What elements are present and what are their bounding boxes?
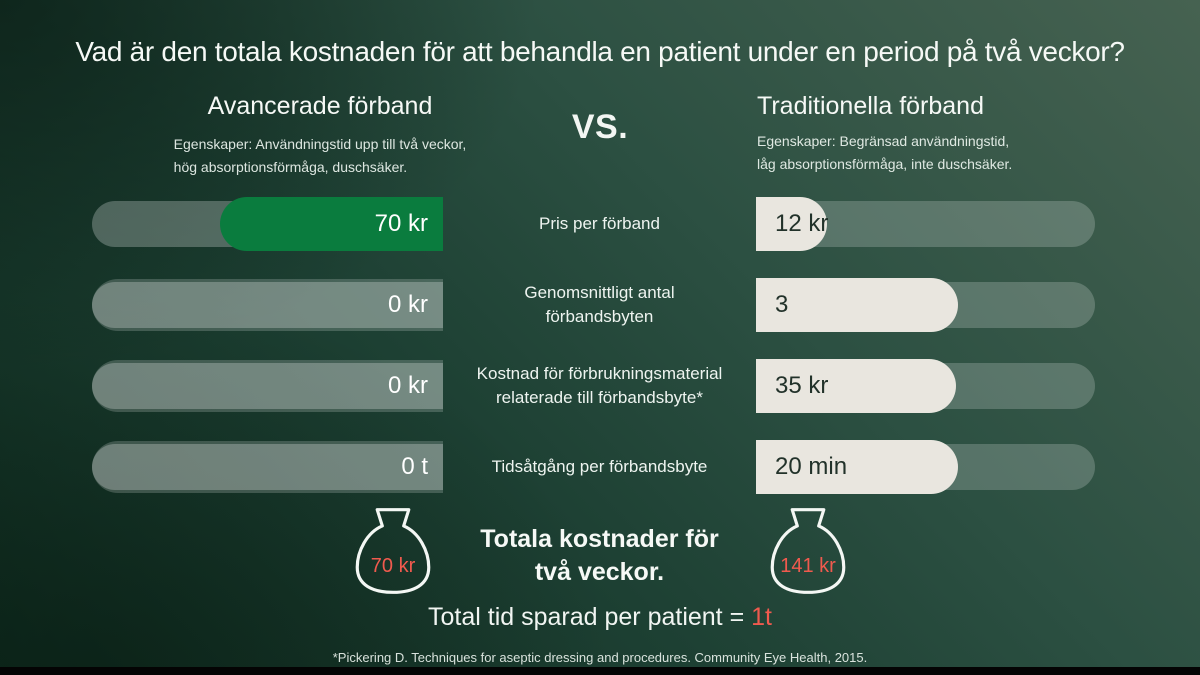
metric-label: Kostnad för förbrukningsmaterial relater… — [443, 359, 756, 413]
traditional-bar: 3 — [756, 278, 1095, 332]
metric-label: Tidsåtgång per förbandsbyte — [443, 440, 756, 494]
metric-label-text: Tidsåtgång per förbandsbyte — [491, 457, 708, 476]
traditional-bar: 20 min — [756, 440, 1095, 494]
money-bag-icon — [355, 508, 431, 594]
traditional-value: 12 kr — [775, 210, 829, 237]
time-saved-prefix: Total tid sparad per patient = — [428, 603, 752, 631]
traditional-heading: Traditionella förband — [757, 92, 984, 120]
bar-fill — [92, 441, 443, 493]
metric-label-text: Kostnad för förbrukningsmaterial relater… — [476, 364, 723, 407]
metric-label-text: Genomsnittligt antal förbandsbyten — [524, 283, 675, 326]
bar-track — [92, 444, 443, 490]
bar-fill — [756, 278, 958, 332]
traditional-subtitle-line2: låg absorptionsförmåga, inte duschsäker. — [757, 156, 1013, 172]
vs-label: VS. — [571, 108, 629, 146]
traditional-total: 141 kr — [769, 506, 847, 596]
comparison-row: 0 kr Genomsnittligt antal förbandsbyten … — [0, 278, 1200, 332]
comparison-row: 0 t Tidsåtgång per förbandsbyte 20 min — [0, 440, 1200, 494]
footnote: *Pickering D. Techniques for aseptic dre… — [332, 650, 868, 665]
bar-fill — [92, 279, 443, 331]
advanced-subtitle-line1: Egenskaper: Användningstid upp till två … — [173, 136, 467, 152]
bar-fill — [220, 197, 443, 251]
metric-label: Pris per förband — [443, 197, 756, 251]
traditional-value: 3 — [775, 291, 789, 318]
traditional-subtitle-line1: Egenskaper: Begränsad användningstid, — [757, 133, 1010, 149]
bar-track — [92, 363, 443, 409]
advanced-total-amount: 70 kr — [370, 555, 416, 577]
page-title: Vad är den totala kostnaden för att beha… — [75, 36, 1125, 67]
time-saved-line: Total tid sparad per patient = 1t — [0, 603, 1200, 632]
advanced-bar: 0 t — [92, 440, 443, 494]
bar-fill — [756, 197, 828, 251]
bar-fill — [756, 359, 956, 413]
advanced-bar: 70 kr — [92, 197, 443, 251]
traditional-column-header: Traditionella förband Egenskaper: Begrän… — [757, 92, 1117, 176]
traditional-value: 20 min — [775, 453, 848, 480]
advanced-value: 0 kr — [387, 372, 428, 399]
totals-caption: Totala kostnader för två veckor. — [480, 525, 719, 586]
traditional-bar: 35 kr — [756, 359, 1095, 413]
bottom-bar — [0, 667, 1200, 675]
traditional-subtitle: Egenskaper: Begränsad användningstid, lå… — [757, 130, 1012, 176]
advanced-heading: Avancerade förband — [207, 92, 433, 120]
traditional-total-amount: 141 kr — [780, 555, 836, 577]
advanced-column-header: Avancerade förband Egenskaper: Användnin… — [140, 92, 500, 179]
bar-track — [92, 282, 443, 328]
advanced-subtitle-line2: hög absorptionsförmåga, duschsäker. — [173, 159, 408, 175]
bar-fill — [92, 360, 443, 412]
advanced-value: 0 t — [401, 453, 428, 480]
bar-fill — [756, 440, 958, 494]
advanced-bar: 0 kr — [92, 359, 443, 413]
comparison-row: 0 kr Kostnad för förbrukningsmaterial re… — [0, 359, 1200, 413]
traditional-bar: 12 kr — [756, 197, 1095, 251]
advanced-value: 0 kr — [387, 291, 428, 318]
advanced-total: 70 kr — [354, 506, 432, 596]
metric-label-text: Pris per förband — [539, 214, 660, 233]
traditional-value: 35 kr — [775, 372, 829, 399]
advanced-value: 70 kr — [374, 210, 428, 237]
time-saved-value: 1t — [751, 603, 772, 631]
comparison-row: 70 kr Pris per förband 12 kr — [0, 197, 1200, 251]
advanced-subtitle: Egenskaper: Användningstid upp till två … — [174, 133, 467, 179]
money-bag-icon — [770, 508, 846, 594]
advanced-bar: 0 kr — [92, 278, 443, 332]
metric-label: Genomsnittligt antal förbandsbyten — [443, 278, 756, 332]
